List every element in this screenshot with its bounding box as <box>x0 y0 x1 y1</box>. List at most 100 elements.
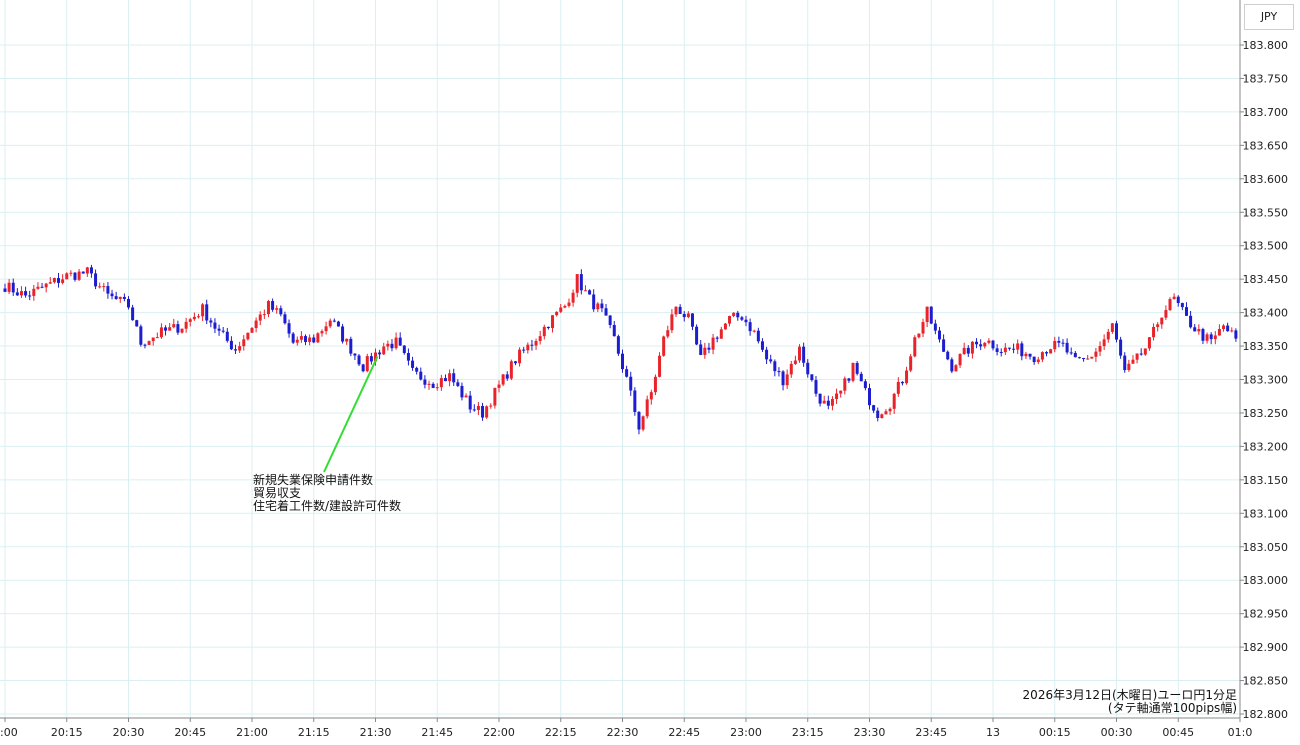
candle-body <box>402 345 406 354</box>
candle-body <box>332 320 336 322</box>
candle-body <box>151 337 155 342</box>
candle-body <box>283 314 287 324</box>
candle-body <box>592 294 596 310</box>
candle-body <box>493 387 497 406</box>
candle-body <box>880 414 884 419</box>
candle-body <box>546 326 550 329</box>
candle-body <box>464 395 468 398</box>
candle-body <box>855 362 859 374</box>
candle-body <box>188 319 192 322</box>
candle-body <box>773 361 777 372</box>
candle-body <box>1230 330 1234 332</box>
y-tick-label: 183.800 <box>1243 39 1289 52</box>
candle-body <box>892 393 896 409</box>
chart-caption-line-1: 2026年3月12日(木曜日)ユーロ円1分足 <box>1023 688 1237 702</box>
candle-body <box>876 410 880 419</box>
candle-body <box>1176 296 1180 304</box>
candle-body <box>1110 323 1114 332</box>
candle-body <box>859 373 863 382</box>
x-tick-label: 00:45 <box>1162 726 1194 739</box>
y-tick-label: 183.250 <box>1243 407 1289 420</box>
candle-body <box>905 370 909 384</box>
candle-body <box>674 306 678 315</box>
candle-body <box>575 274 579 293</box>
candle-body <box>24 291 28 296</box>
candle-body <box>485 406 489 418</box>
y-tick-label: 182.800 <box>1243 708 1289 721</box>
annotation-line-1: 新規失業保険申請件数 <box>253 472 373 487</box>
annotation-line-3: 住宅着工件数/建設許可件数 <box>253 498 401 513</box>
candle-body <box>316 333 320 343</box>
candle-body <box>810 374 814 381</box>
candle-body <box>777 371 781 373</box>
candle-body <box>65 273 69 280</box>
candle-body <box>1180 303 1184 308</box>
candle-body <box>155 337 159 339</box>
candle-body <box>118 296 122 299</box>
candle-body <box>723 323 727 330</box>
candle-body <box>468 395 472 410</box>
candle-body <box>1028 353 1032 357</box>
y-tick-label: 183.000 <box>1243 574 1289 587</box>
candle-body <box>205 304 209 321</box>
candle-body <box>909 356 913 371</box>
candle-body <box>991 340 995 349</box>
candle-body <box>1156 324 1160 327</box>
candle-body <box>769 359 773 362</box>
annotation-pointer-line <box>323 356 379 473</box>
chart-caption-line-2: (タテ軸通常100pips幅) <box>1108 700 1237 715</box>
candle-body <box>439 378 443 388</box>
candle-body <box>320 331 324 334</box>
candle-body <box>341 326 345 342</box>
candle-body <box>443 378 447 382</box>
candle-body <box>781 371 785 386</box>
candle-body <box>73 272 77 280</box>
candle-body <box>168 327 172 331</box>
candle-body <box>509 361 513 379</box>
currency-label: JPY <box>1244 4 1294 30</box>
candle-body <box>1168 299 1172 311</box>
x-tick-label: 23:15 <box>792 726 824 739</box>
candle-body <box>719 329 723 339</box>
candle-body <box>1160 317 1164 325</box>
candle-body <box>419 371 423 380</box>
candle-body <box>1209 334 1213 340</box>
candle-body <box>583 290 587 292</box>
candle-body <box>114 296 118 299</box>
candle-body <box>818 393 822 404</box>
y-tick-label: 183.550 <box>1243 206 1289 219</box>
candle-body <box>242 339 246 347</box>
candle-body <box>135 320 139 327</box>
candle-body <box>36 286 40 289</box>
candle-body <box>740 317 744 320</box>
candle-body <box>970 341 974 354</box>
annotation: 新規失業保険申請件数 貿易収支 住宅着工件数/建設許可件数 <box>253 356 401 513</box>
candle-body <box>1049 349 1053 354</box>
x-tick-label: 21:15 <box>298 726 330 739</box>
candle-body <box>925 306 929 323</box>
candle-body <box>1193 327 1197 332</box>
candle-body <box>1036 359 1040 363</box>
candle-body <box>1073 352 1077 358</box>
candle-body <box>1032 356 1036 363</box>
candle-body <box>472 409 476 411</box>
candle-body <box>44 283 48 288</box>
y-tick-label: 183.650 <box>1243 139 1289 152</box>
x-tick-label: 21:00 <box>236 726 268 739</box>
candle-body <box>353 353 357 356</box>
candle-body <box>966 347 970 354</box>
candle-body <box>390 343 394 349</box>
candle-body <box>89 267 93 274</box>
candle-body <box>1201 329 1205 341</box>
candle-body <box>1197 329 1201 332</box>
candle-body <box>707 347 711 350</box>
candle-body <box>822 400 826 404</box>
candle-body <box>127 298 130 308</box>
candle-body <box>690 313 694 327</box>
candle-body <box>999 351 1003 353</box>
candle-body <box>394 337 398 349</box>
candle-body <box>1106 331 1110 340</box>
candle-body <box>456 382 460 386</box>
candle-body <box>728 316 732 324</box>
candle-body <box>81 271 85 274</box>
